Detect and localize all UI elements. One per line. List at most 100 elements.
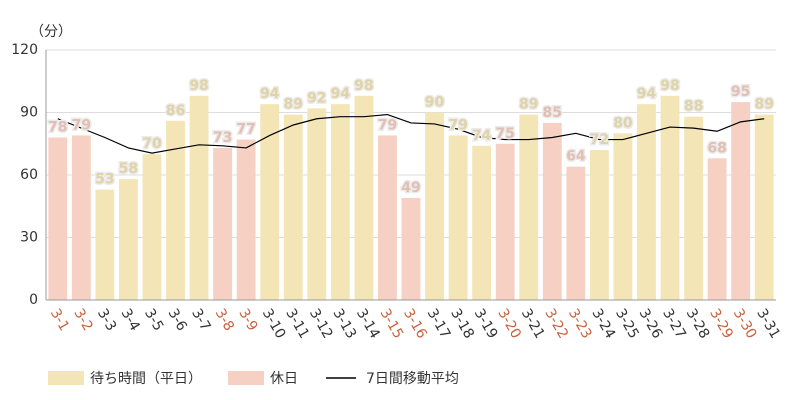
- x-tick-label: 3-2: [70, 306, 95, 334]
- x-tick-label: 3-18: [447, 306, 477, 342]
- x-tick-label: 3-12: [306, 306, 336, 342]
- x-tick-label: 3-15: [377, 306, 407, 342]
- x-tick-label: 3-24: [588, 306, 618, 342]
- bar: [613, 133, 633, 300]
- bar: [142, 154, 162, 300]
- bar: [542, 122, 562, 301]
- legend-label: 休日: [270, 371, 298, 387]
- y-tick-label: 30: [20, 230, 38, 246]
- legend-swatch: [48, 371, 84, 385]
- x-tick-label: 3-23: [565, 306, 595, 342]
- value-label: 94: [637, 86, 657, 102]
- x-tick-label: 3-1: [47, 306, 72, 334]
- bar: [566, 166, 586, 300]
- value-label: 80: [613, 115, 633, 131]
- value-label: 72: [590, 132, 609, 148]
- x-tick-label: 3-9: [235, 306, 260, 334]
- x-tick-label: 3-14: [353, 306, 383, 342]
- x-tick-label: 3-3: [94, 306, 119, 334]
- x-tick-label: 3-7: [188, 306, 213, 334]
- value-label: 74: [472, 128, 492, 144]
- x-tick-label: 3-4: [117, 306, 142, 334]
- value-label: 95: [731, 84, 750, 100]
- bar: [684, 116, 703, 301]
- legend-swatch: [228, 371, 264, 385]
- bar: [401, 197, 421, 300]
- value-label: 86: [166, 103, 185, 119]
- value-label: 53: [95, 172, 114, 188]
- bar: [425, 112, 444, 300]
- bar: [519, 114, 539, 300]
- value-label: 90: [425, 95, 445, 111]
- value-label: 94: [331, 86, 351, 102]
- bar: [166, 120, 185, 300]
- legend-label: 7日間移動平均: [366, 371, 459, 387]
- bar: [260, 104, 280, 301]
- x-tick-label: 3-20: [494, 306, 524, 342]
- value-label: 98: [189, 78, 208, 94]
- x-tick-label: 3-27: [659, 306, 689, 342]
- x-tick-label: 3-21: [518, 306, 548, 342]
- bar: [213, 147, 233, 300]
- x-tick-label: 3-26: [636, 306, 666, 342]
- bar: [660, 95, 680, 300]
- value-label: 77: [236, 122, 255, 138]
- bar: [589, 150, 609, 300]
- value-label: 98: [660, 78, 679, 94]
- x-tick-label: 3-8: [212, 306, 237, 334]
- bar: [283, 114, 303, 300]
- value-label: 89: [519, 97, 538, 113]
- value-label: 49: [401, 180, 420, 196]
- bar: [354, 95, 374, 300]
- x-tick-label: 3-5: [141, 306, 166, 334]
- value-label: 98: [354, 78, 373, 94]
- x-tick-label: 3-11: [282, 306, 312, 342]
- x-tick-label: 3-25: [612, 306, 642, 342]
- bar: [119, 179, 138, 300]
- x-tick-label: 3-10: [259, 306, 289, 342]
- bar: [378, 135, 397, 300]
- value-label: 64: [566, 149, 586, 165]
- bar: [495, 143, 515, 300]
- bar: [448, 135, 468, 300]
- value-label: 89: [284, 97, 303, 113]
- bar: [472, 145, 492, 300]
- bar: [236, 139, 256, 300]
- value-label: 88: [684, 99, 703, 115]
- bar: [48, 137, 68, 300]
- bar: [189, 95, 209, 300]
- y-tick-label: 120: [11, 42, 38, 58]
- x-tick-label: 3-31: [753, 306, 783, 342]
- x-tick-label: 3-22: [541, 306, 571, 342]
- value-label: 68: [707, 140, 726, 156]
- bar: [71, 135, 91, 300]
- x-tick-label: 3-28: [683, 306, 713, 342]
- x-tick-label: 3-17: [424, 306, 454, 342]
- bar: [637, 104, 656, 301]
- legend-label: 待ち時間（平日）: [90, 371, 202, 387]
- value-label: 94: [260, 86, 280, 102]
- value-label: 89: [754, 97, 773, 113]
- x-tick-label: 3-30: [730, 306, 760, 342]
- x-tick-label: 3-16: [400, 306, 430, 342]
- bars: [48, 95, 774, 301]
- bar: [731, 102, 751, 300]
- value-label: 73: [213, 130, 232, 146]
- y-unit: （分）: [30, 24, 72, 40]
- x-tick-label: 3-13: [329, 306, 359, 342]
- value-label: 70: [142, 136, 162, 152]
- value-label: 79: [378, 117, 397, 133]
- value-label: 92: [307, 90, 326, 106]
- bar: [754, 114, 774, 300]
- value-label: 79: [72, 117, 91, 133]
- bar: [307, 108, 327, 300]
- bar: [707, 158, 727, 300]
- bar: [330, 104, 350, 301]
- x-tick-label: 3-29: [706, 306, 736, 342]
- moving-average-line: [57, 113, 765, 154]
- value-label: 79: [448, 117, 467, 133]
- value-label: 58: [119, 161, 138, 177]
- value-label: 75: [495, 126, 514, 142]
- y-tick-label: 60: [20, 167, 38, 183]
